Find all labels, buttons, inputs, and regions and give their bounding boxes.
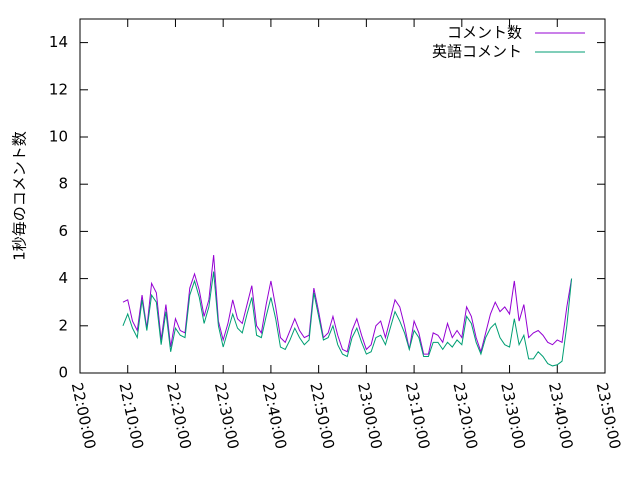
- y-tick-label: 0: [58, 364, 68, 382]
- x-tick-label: 22:20:00: [163, 381, 195, 451]
- x-tick-label: 22:30:00: [211, 381, 243, 451]
- x-tick-label: 23:50:00: [593, 381, 625, 451]
- y-tick-label: 6: [58, 222, 68, 240]
- legend-label: コメント数: [447, 24, 522, 42]
- x-tick-label: 23:30:00: [497, 381, 529, 451]
- legend-label: 英語コメント: [432, 43, 522, 61]
- y-tick-label: 2: [58, 316, 68, 334]
- y-tick-label: 10: [49, 128, 68, 146]
- x-tick-label: 23:40:00: [545, 381, 577, 451]
- y-axis-label: 1秒毎のコメント数: [11, 131, 29, 261]
- data-line: [122, 254, 573, 355]
- x-tick-label: 23:10:00: [402, 381, 434, 451]
- plot-frame: [79, 18, 606, 374]
- y-tick-label: 14: [49, 33, 68, 51]
- y-tick-label: 8: [58, 175, 68, 193]
- data-line: [122, 271, 573, 367]
- x-tick-label: 22:00:00: [68, 381, 100, 451]
- x-tick-label: 22:40:00: [259, 381, 291, 451]
- x-tick-label: 22:50:00: [306, 381, 338, 451]
- y-tick-label: 12: [49, 80, 68, 98]
- y-tick-label: 4: [58, 269, 68, 287]
- x-tick-label: 22:10:00: [115, 381, 147, 451]
- x-tick-label: 23:00:00: [354, 381, 386, 451]
- x-tick-label: 23:20:00: [450, 381, 482, 451]
